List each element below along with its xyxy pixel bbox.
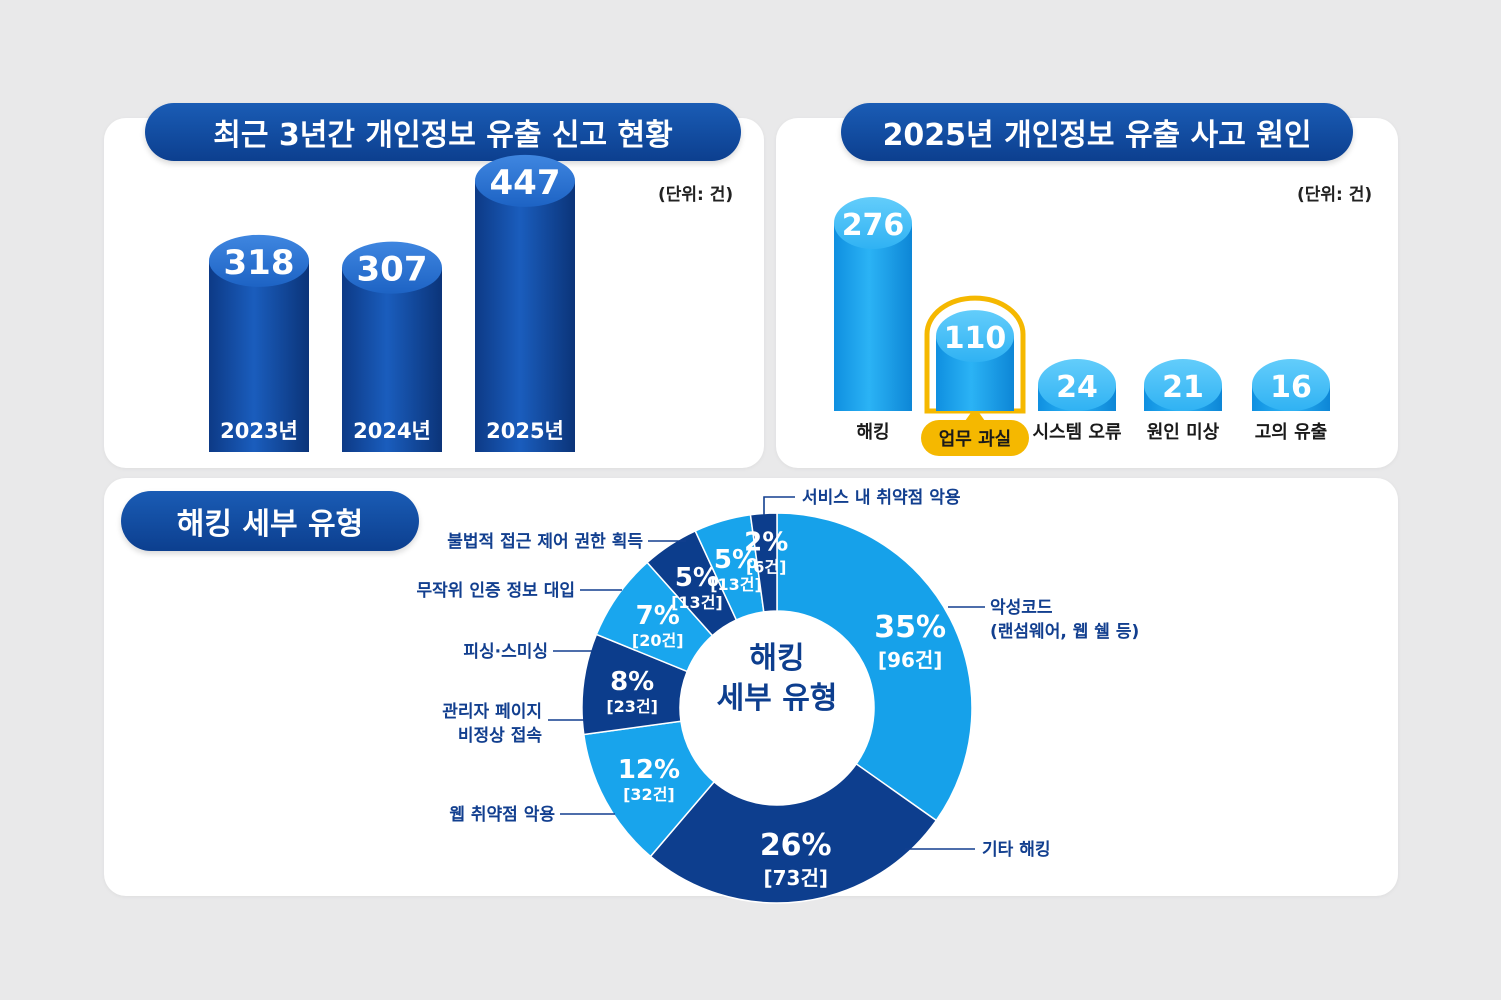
pie-leader-line <box>763 496 795 515</box>
yearly-unit-label: (단위: 건) <box>658 185 734 205</box>
pie-slice-label: 악성코드 (랜섬웨어, 웹 쉘 등) <box>990 598 1140 642</box>
cause-category-label: 시스템 오류 <box>1032 422 1121 443</box>
pie-slice-label: 피싱·스미싱 <box>463 642 548 662</box>
yearly-chart-title: 최근 3년간 개인정보 유출 신고 현황 <box>145 103 741 161</box>
cause-category-label: 고의 유출 <box>1255 422 1328 443</box>
pie-percent-label: 35% <box>874 610 946 645</box>
cause-value-label: 276 <box>842 208 905 243</box>
pie-count-label: [13건] <box>710 575 762 594</box>
pie-slice-label: 기타 해킹 <box>982 840 1051 860</box>
pie-count-label: [13건] <box>671 593 723 612</box>
pie-slice-label: 무작위 인증 정보 대입 <box>416 581 575 601</box>
donut-center-line1: 해킹 <box>749 641 804 676</box>
cause-chart-title: 2025년 개인정보 유출 사고 원인 <box>841 103 1353 161</box>
yearly-bar-1-top <box>209 234 309 287</box>
pie-percent-label: 7% <box>636 601 680 631</box>
cause-bar-2-top <box>936 310 1014 363</box>
pie-slice-1 <box>776 512 973 822</box>
yearly-category-label: 2023년 <box>220 419 298 443</box>
cause-value-label: 24 <box>1056 370 1098 405</box>
pie-count-label: [96건] <box>878 648 943 672</box>
pie-percent-label: 8% <box>610 667 654 697</box>
pie-percent-label: 12% <box>618 755 680 785</box>
pie-slice-8 <box>749 512 778 613</box>
highlight-badge <box>921 420 1029 456</box>
pie-count-label: [6건] <box>746 557 786 576</box>
yearly-bar-1 <box>209 260 309 452</box>
pie-percent-label: 26% <box>760 828 832 863</box>
yearly-bar-3-top <box>475 154 575 207</box>
pie-percent-label: 2% <box>744 527 788 557</box>
cause-category-label: 원인 미상 <box>1147 422 1220 443</box>
cause-value-label: 21 <box>1162 370 1204 405</box>
cause-bar-1 <box>834 223 912 411</box>
cause-value-label: 16 <box>1270 370 1312 405</box>
cause-unit-label: (단위: 건) <box>1297 185 1373 205</box>
pie-slice-label: 서비스 내 취약점 악용 <box>802 488 961 508</box>
highlight-pointer <box>965 407 985 421</box>
yearly-category-label: 2025년 <box>486 419 564 443</box>
pie-count-label: [23건] <box>606 697 658 716</box>
pie-count-label: [73건] <box>763 866 828 890</box>
pie-slice-label: 관리자 페이지 비정상 접속 <box>442 702 542 746</box>
highlight-frame <box>924 295 1026 414</box>
yearly-category-label: 2024년 <box>353 419 431 443</box>
yearly-bar-2-top <box>342 241 442 294</box>
yearly-bar-2 <box>342 267 442 452</box>
cause-bar-3-top <box>1038 359 1116 411</box>
yearly-value-label: 307 <box>357 250 428 290</box>
donut-center-line2: 세부 유형 <box>717 681 838 716</box>
pie-percent-label: 5% <box>714 545 758 575</box>
pie-slice-label: 불법적 접근 제어 권한 획득 <box>447 532 643 552</box>
pie-count-label: [32건] <box>623 785 675 804</box>
cause-bar-4-top <box>1144 359 1222 411</box>
yearly-bar-3 <box>475 180 575 453</box>
cause-category-label: 해킹 <box>856 422 889 443</box>
cause-bar-5-top <box>1252 359 1330 411</box>
pie-count-label: [20건] <box>632 631 684 650</box>
yearly-value-label: 447 <box>490 163 561 203</box>
cause-bar-1-top <box>834 197 912 249</box>
pie-slice-2 <box>649 762 938 904</box>
pie-slice-label: 웹 취약점 악용 <box>449 805 555 825</box>
yearly-value-label: 318 <box>224 243 295 283</box>
hacking-chart-title: 해킹 세부 유형 <box>121 491 419 551</box>
cause-value-label: 110 <box>944 321 1007 356</box>
cause-category-label: 업무 과실 <box>939 429 1012 450</box>
